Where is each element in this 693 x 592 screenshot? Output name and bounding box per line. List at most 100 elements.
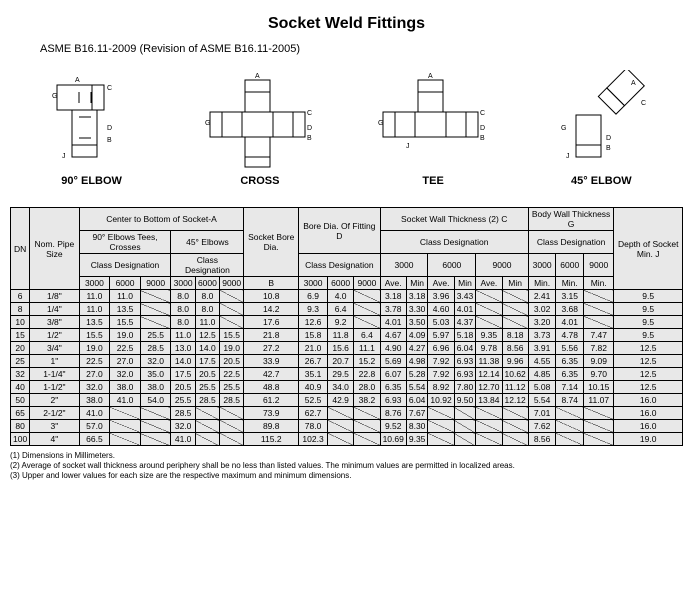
table-cell: 10.92 <box>428 394 454 407</box>
table-cell: 4.01 <box>556 316 584 329</box>
table-cell: 12.5 <box>614 355 683 368</box>
table-cell: 8 <box>11 303 30 316</box>
svg-text:J: J <box>406 143 410 150</box>
th-ave1: Ave. <box>380 277 406 290</box>
table-cell <box>140 407 171 420</box>
th-min1: Min <box>406 277 428 290</box>
th-a3000-1: 3000 <box>79 277 110 290</box>
table-cell: 3/4" <box>30 342 79 355</box>
svg-text:B: B <box>107 137 112 144</box>
table-cell <box>584 407 614 420</box>
table-cell: 8.74 <box>556 394 584 407</box>
table-cell: 40 <box>11 381 30 394</box>
table-cell: 12.14 <box>476 368 502 381</box>
table-cell: 28.5 <box>195 394 219 407</box>
table-cell: 9.52 <box>380 420 406 433</box>
svg-text:G: G <box>378 120 383 127</box>
table-cell <box>502 303 528 316</box>
table-cell <box>454 433 476 446</box>
table-cell: 3.96 <box>428 290 454 303</box>
table-cell: 48.8 <box>244 381 299 394</box>
table-cell <box>354 290 380 303</box>
table-cell: 32.0 <box>79 381 110 394</box>
table-cell: 62.7 <box>299 407 328 420</box>
table-cell: 27.0 <box>110 355 141 368</box>
table-cell: 8.0 <box>195 303 219 316</box>
table-cell <box>476 290 502 303</box>
table-cell: 4.01 <box>380 316 406 329</box>
table-cell: 9.35 <box>406 433 428 446</box>
th-45elbow: 45° Elbows <box>171 231 244 254</box>
table-cell <box>502 290 528 303</box>
th-a6000-1: 6000 <box>110 277 141 290</box>
th-body-wall: Body Wall Thickness G <box>528 208 614 231</box>
table-row: 103/8"13.515.58.011.017.612.69.24.013.50… <box>11 316 683 329</box>
table-cell: 8.92 <box>428 381 454 394</box>
table-cell: 41.0 <box>79 407 110 420</box>
table-cell: 6 <box>11 290 30 303</box>
th-dn: DN <box>11 208 30 290</box>
table-cell: 7.62 <box>528 420 556 433</box>
table-cell: 100 <box>11 433 30 446</box>
table-cell: 7.01 <box>528 407 556 420</box>
table-cell: 21.8 <box>244 329 299 342</box>
table-cell: 1/2" <box>30 329 79 342</box>
table-cell: 4.27 <box>406 342 428 355</box>
table-cell: 6.04 <box>454 342 476 355</box>
table-cell: 8.0 <box>195 290 219 303</box>
table-cell: 5.56 <box>556 342 584 355</box>
svg-text:A: A <box>428 73 433 80</box>
table-cell: 9.5 <box>614 316 683 329</box>
note-3: (3) Upper and lower values for each size… <box>10 471 683 480</box>
th-c3000: 3000 <box>380 254 428 277</box>
table-cell: 38.0 <box>140 381 171 394</box>
svg-text:C: C <box>107 85 112 92</box>
table-cell: 15 <box>11 329 30 342</box>
table-cell <box>502 316 528 329</box>
svg-text:C: C <box>307 110 312 117</box>
table-cell: 28.5 <box>220 394 244 407</box>
table-cell: 6.93 <box>380 394 406 407</box>
table-cell <box>584 420 614 433</box>
table-cell: 32.0 <box>171 420 195 433</box>
table-cell: 20.7 <box>328 355 354 368</box>
table-row: 803"57.032.089.878.09.528.307.6216.0 <box>11 420 683 433</box>
table-cell <box>454 420 476 433</box>
th-depth: Depth of Socket Min. J <box>614 208 683 290</box>
diagram-90-elbow: AC GDB J 90° ELBOW <box>37 70 147 187</box>
table-cell: 6.9 <box>299 290 328 303</box>
page-title: Socket Weld Fittings <box>10 15 683 33</box>
table-cell: 38.0 <box>110 381 141 394</box>
table-cell <box>556 433 584 446</box>
table-cell: 20.5 <box>220 355 244 368</box>
table-cell: 11.0 <box>171 329 195 342</box>
table-cell: 80 <box>11 420 30 433</box>
table-cell: 8.56 <box>502 342 528 355</box>
table-cell: 1-1/4" <box>30 368 79 381</box>
table-cell: 20.5 <box>171 381 195 394</box>
th-socket-wall: Socket Wall Thickness (2) C <box>380 208 528 231</box>
svg-text:B: B <box>606 145 611 152</box>
th-center-a: Center to Bottom of Socket-A <box>79 208 244 231</box>
table-cell: 9.09 <box>584 355 614 368</box>
table-row: 401-1/2"32.038.038.020.525.525.548.840.9… <box>11 381 683 394</box>
note-2: (2) Average of socket wall thickness aro… <box>10 461 683 470</box>
table-cell: 38.0 <box>79 394 110 407</box>
table-cell: 4" <box>30 433 79 446</box>
th-min3: Min <box>502 277 528 290</box>
table-cell: 73.9 <box>244 407 299 420</box>
table-cell: 1/8" <box>30 290 79 303</box>
table-cell <box>220 407 244 420</box>
table-cell: 9.70 <box>584 368 614 381</box>
th-d9000: 9000 <box>354 277 380 290</box>
table-cell: 4.78 <box>556 329 584 342</box>
table-cell <box>502 433 528 446</box>
table-row: 1004"66.541.0115.2102.310.699.358.5619.0 <box>11 433 683 446</box>
table-cell: 15.2 <box>354 355 380 368</box>
svg-text:D: D <box>606 135 611 142</box>
table-cell: 27.2 <box>244 342 299 355</box>
table-cell: 3.18 <box>380 290 406 303</box>
table-cell: 6.35 <box>556 355 584 368</box>
table-cell: 17.5 <box>195 355 219 368</box>
table-cell: 8.56 <box>528 433 556 446</box>
